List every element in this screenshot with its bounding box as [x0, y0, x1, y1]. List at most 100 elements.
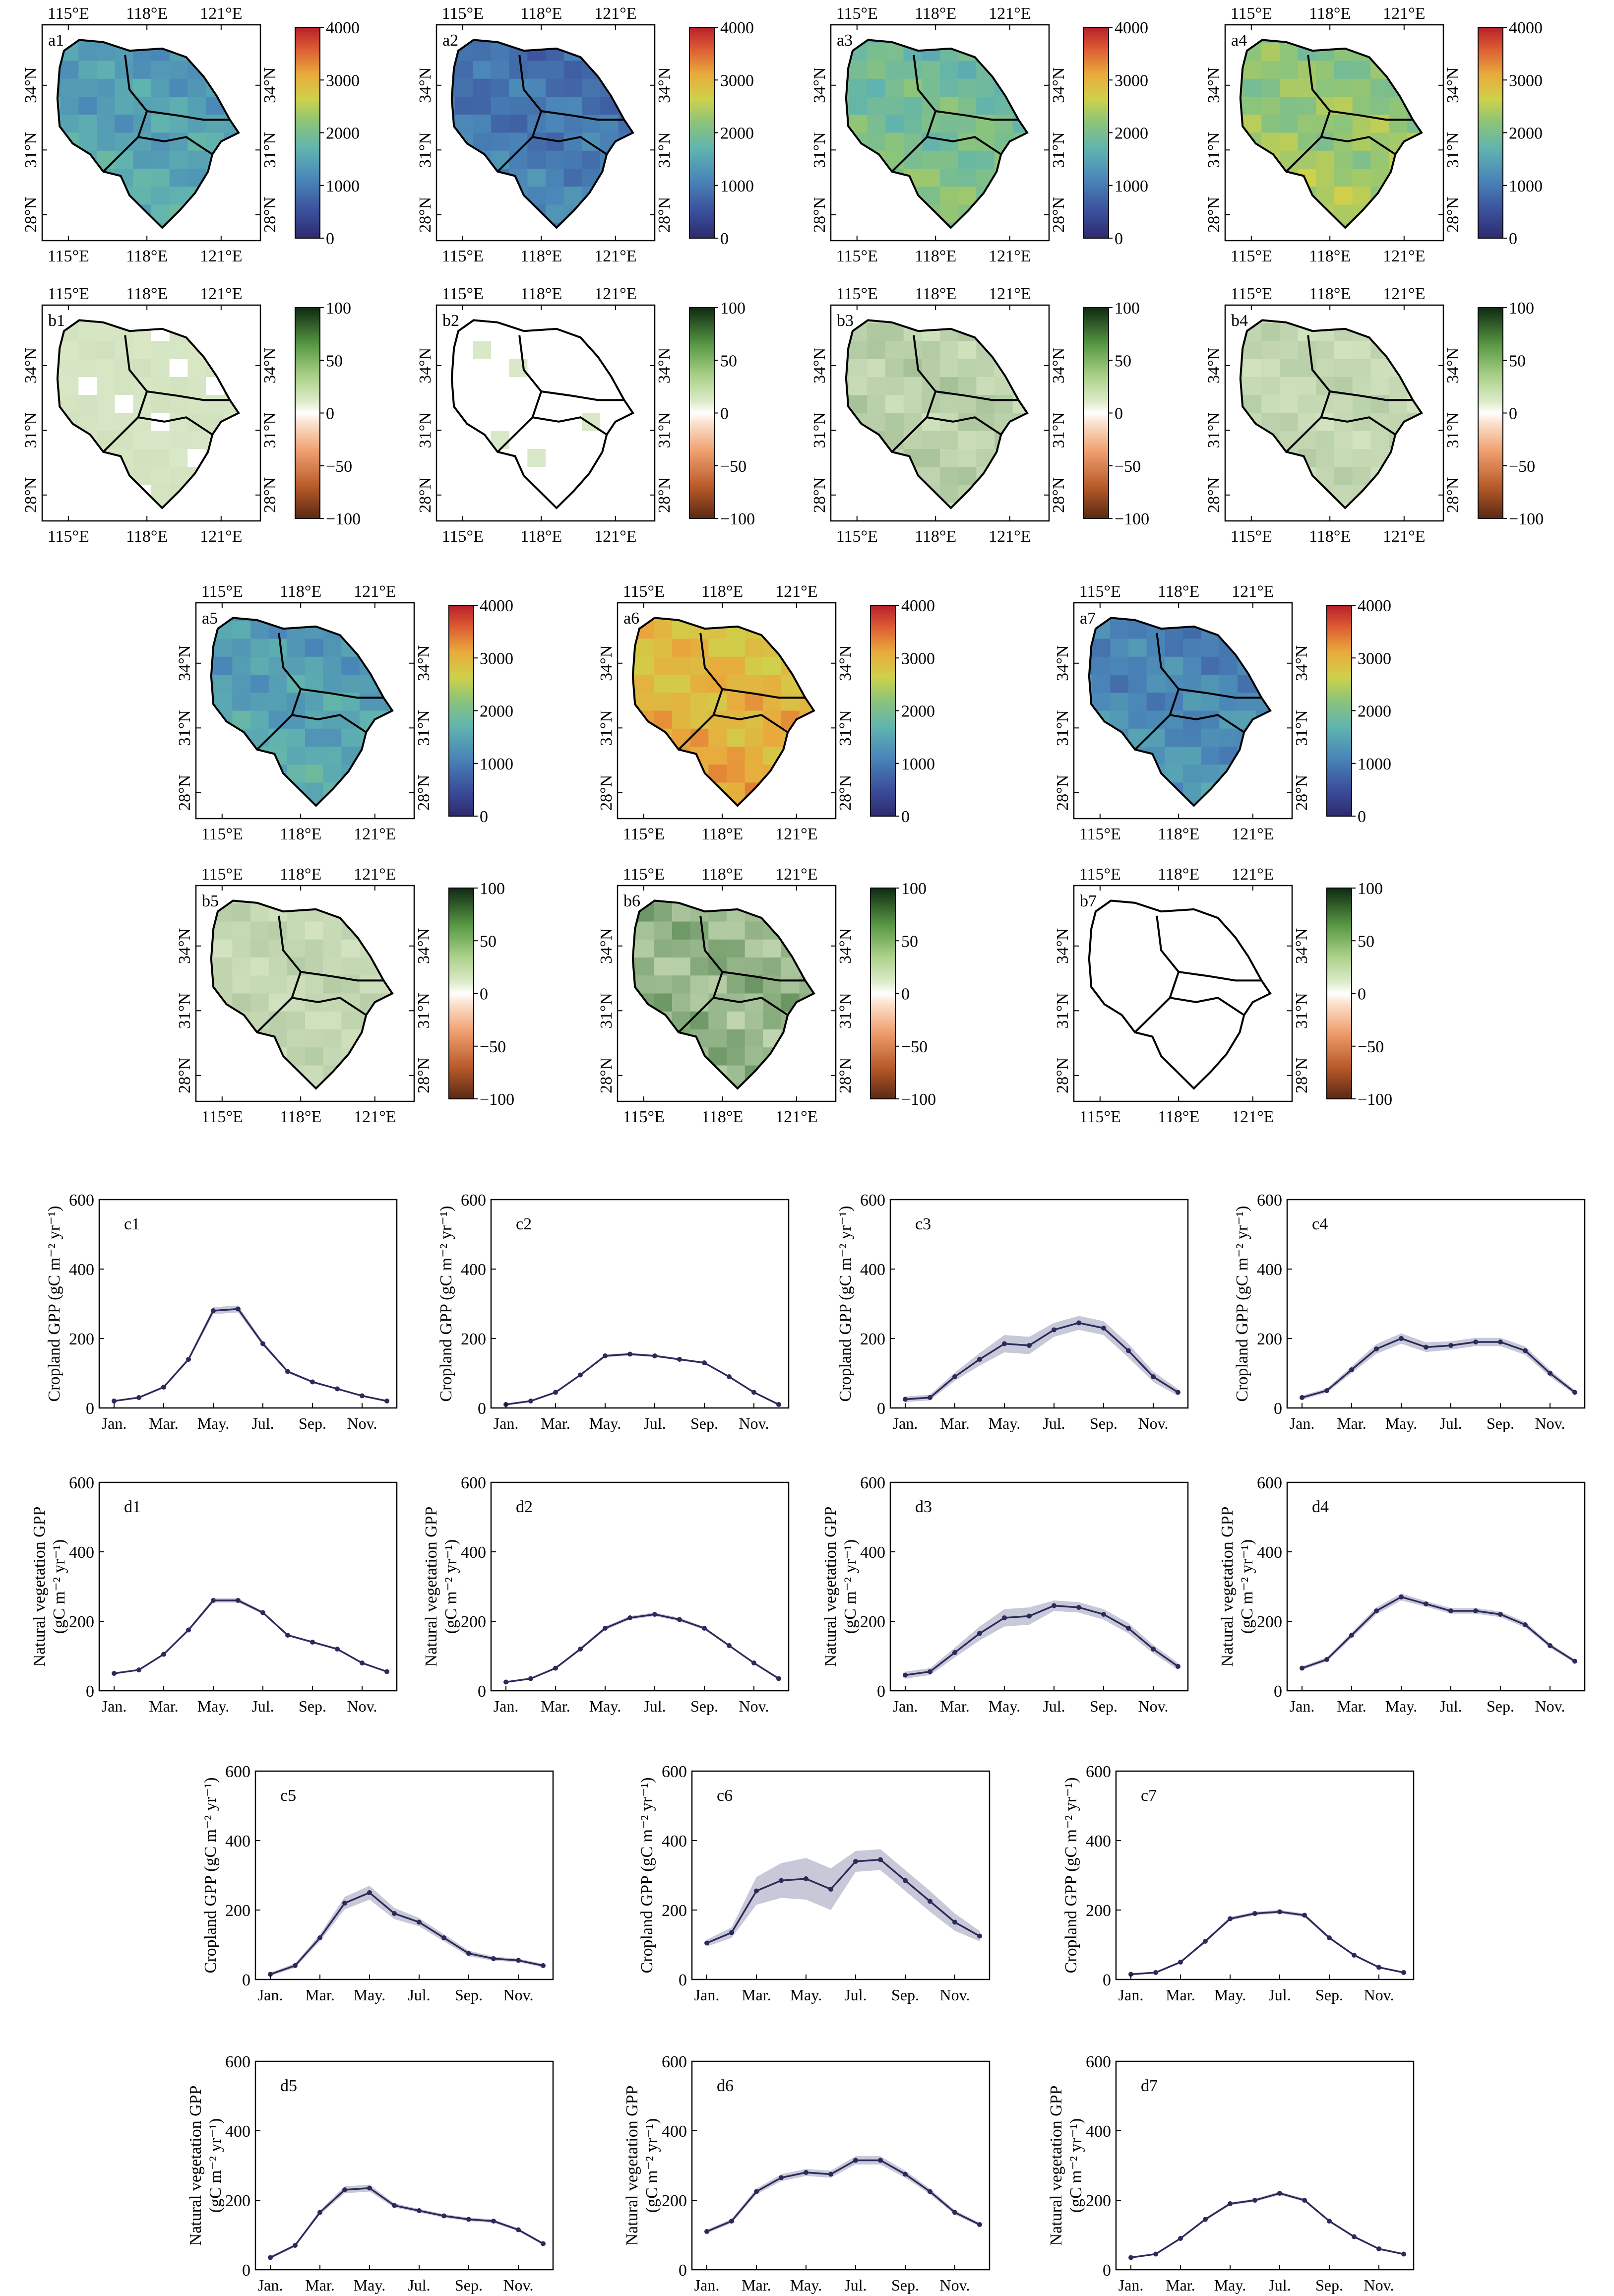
map-cell [690, 975, 709, 994]
map-cell [1298, 395, 1317, 414]
map-cell [867, 341, 886, 360]
map-cell [903, 61, 923, 79]
map-cell [1334, 467, 1353, 486]
map-cell [922, 61, 940, 79]
lat-tick-label-left: 28°N [810, 197, 829, 233]
data-point [702, 1626, 707, 1631]
map-cell [940, 341, 959, 360]
data-point [236, 1306, 241, 1312]
map-cell [727, 921, 745, 940]
map-cell [1352, 341, 1371, 360]
lon-tick-label-top: 118°E [126, 4, 168, 23]
y-axis-label: Cropland GPP (gC m⁻² yr⁻¹) [437, 1206, 455, 1402]
map-cell [323, 1011, 342, 1030]
data-point [1572, 1658, 1577, 1664]
map-cell [546, 341, 564, 360]
data-point [1349, 1367, 1354, 1372]
colorbar-tick-label: 100 [1509, 299, 1534, 318]
map-cell [1261, 97, 1280, 116]
map-cell [976, 359, 995, 378]
line-panel-c4: 0 200 400 600 Jan. Mar. May. Jul. Sep. Nov. c4 Crop… [1233, 1191, 1586, 1432]
x-tick-label: Jan. [1290, 1697, 1315, 1715]
lon-tick-label-top: 121°E [1232, 582, 1274, 601]
map-cell [708, 710, 727, 729]
map-cell [1316, 341, 1335, 360]
data-point [268, 2255, 273, 2260]
data-point [161, 1652, 166, 1657]
x-tick-label: Nov. [1138, 1697, 1168, 1715]
map-cell [97, 97, 116, 116]
map-cell [976, 431, 995, 449]
map-cell [211, 675, 215, 694]
map-cell [268, 693, 288, 711]
map-cell [849, 61, 868, 79]
lon-tick-label-bottom: 121°E [1232, 1108, 1274, 1126]
colorbar-tick-label: 50 [901, 932, 918, 951]
region-outline [631, 899, 815, 1090]
x-tick-label: Sep. [1487, 1414, 1514, 1432]
province-border [497, 335, 543, 453]
x-tick-label: May. [790, 2276, 822, 2294]
map-cell [473, 341, 492, 360]
map-panel-a6: a6 115°E 115°E 118°E 118°E 121°E 121°E 34°N 34°N… [597, 582, 935, 843]
series-line [706, 2159, 980, 2232]
map-cell [690, 638, 709, 657]
map-cell [1334, 132, 1353, 151]
lon-tick-label-bottom: 121°E [775, 1108, 817, 1126]
x-tick-label: Nov. [347, 1414, 377, 1432]
map-cell [708, 728, 727, 747]
lon-tick-label-bottom: 118°E [520, 527, 562, 546]
map-cell [133, 359, 152, 378]
x-tick-label: Jan. [258, 2276, 283, 2294]
region-outline [845, 39, 1029, 229]
map-cell [546, 413, 564, 432]
lon-tick-label-bottom: 115°E [1231, 247, 1272, 265]
map-panel-a1: a1 115°E 115°E 118°E 118°E 121°E 121°E 34°N 34°N… [22, 4, 360, 265]
lon-tick-label-bottom: 115°E [623, 825, 665, 843]
map-cell [1370, 359, 1389, 378]
map-cell [232, 621, 251, 639]
map-cell [885, 395, 904, 414]
lat-tick-label-right: 34°N [1050, 348, 1068, 383]
lon-tick-label-bottom: 121°E [1232, 825, 1274, 843]
colorbar-tick-label: 2000 [1509, 125, 1543, 143]
map-cell [287, 1029, 306, 1048]
colorbar-tick-label: 50 [1115, 352, 1131, 370]
map-cell [151, 467, 170, 486]
y-tick-label: 0 [1103, 2261, 1111, 2280]
data-point [903, 1672, 908, 1678]
map-cell [563, 377, 583, 396]
map-cell [491, 377, 510, 396]
lat-tick-label-right: 31°N [1050, 412, 1068, 448]
map-cell [1165, 993, 1183, 1012]
map-cell [1240, 377, 1244, 396]
map-cell [323, 710, 342, 729]
region-outline [210, 617, 394, 807]
map-cell [563, 449, 583, 468]
map-cell [994, 115, 1013, 133]
data-point [335, 1647, 340, 1652]
province-border [1329, 390, 1413, 401]
data-point [1324, 1388, 1329, 1393]
lat-tick-label-left: 31°N [416, 132, 435, 168]
data-point [1252, 2198, 1257, 2203]
data-point [1548, 1371, 1552, 1376]
y-axis-label-line1: Natural vegetation GPP [821, 1507, 840, 1667]
map-cell [1128, 975, 1147, 994]
map-cell [60, 359, 79, 378]
map-cell [940, 187, 959, 205]
lon-tick-label-top: 115°E [442, 4, 484, 23]
map-cell [1128, 939, 1147, 958]
uncertainty-band [1131, 2191, 1404, 2258]
colorbar-tick-label: 0 [1358, 808, 1366, 826]
map-cell [169, 61, 188, 79]
colorbar-tick-label: 4000 [1115, 19, 1148, 37]
map-cell [763, 1011, 782, 1030]
line-panel-c5: 0 200 400 600 Jan. Mar. May. Jul. Sep. Nov. c5 Crop… [201, 1763, 554, 2004]
map-cell [360, 975, 378, 994]
map-cell [323, 921, 342, 940]
map-cell [1146, 638, 1166, 657]
region-outline [845, 319, 1029, 510]
x-tick-label: Mar. [940, 1697, 970, 1715]
colorbar-tick-label: −50 [1115, 457, 1141, 476]
